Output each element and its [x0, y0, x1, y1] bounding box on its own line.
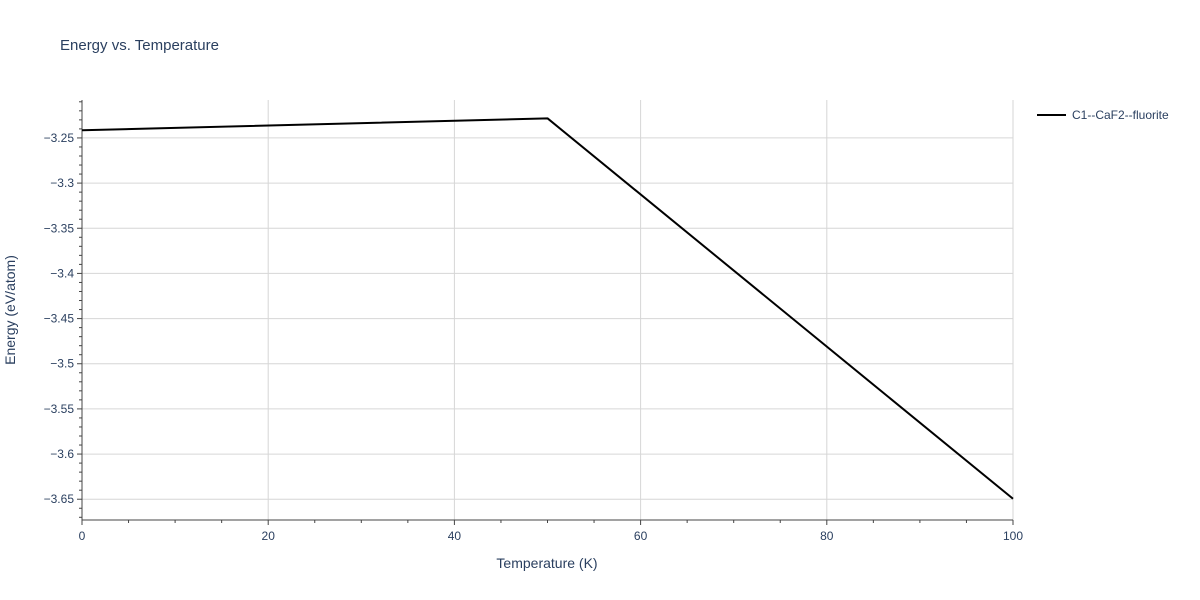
grid: [82, 100, 1014, 520]
y-tick-label: −3.25: [44, 131, 75, 145]
y-axis-title: Energy (eV/atom): [2, 255, 18, 365]
y-tick-label: −3.4: [50, 266, 74, 280]
x-tick-label: 20: [262, 529, 276, 543]
x-tick-label: 100: [1003, 529, 1023, 543]
y-tick-label: −3.45: [44, 312, 75, 326]
y-tick-label: −3.5: [50, 357, 74, 371]
y-tick-label: −3.3: [50, 176, 74, 190]
y-tick-label: −3.55: [44, 402, 75, 416]
x-tick-label: 60: [634, 529, 648, 543]
legend[interactable]: C1--CaF2--fluorite: [1037, 108, 1169, 122]
x-tick-label: 80: [820, 529, 834, 543]
x-tick-label: 0: [79, 529, 86, 543]
y-tick-label: −3.65: [44, 492, 75, 506]
series-line: [81, 117, 1014, 500]
y-tick-label: −3.35: [44, 221, 75, 235]
x-axis-title: Temperature (K): [496, 555, 597, 571]
x-tick-label: 40: [448, 529, 462, 543]
axes: 0 20 40 60 80 100 −3.25 −3.3 −3.35 −3.4 −3.45 −3.5 −…: [44, 100, 1023, 543]
legend-label: C1--CaF2--fluorite: [1072, 108, 1169, 122]
chart-title: Energy vs. Temperature: [60, 37, 219, 54]
y-tick-label: −3.6: [50, 447, 74, 461]
plot-area: [81, 117, 1014, 500]
